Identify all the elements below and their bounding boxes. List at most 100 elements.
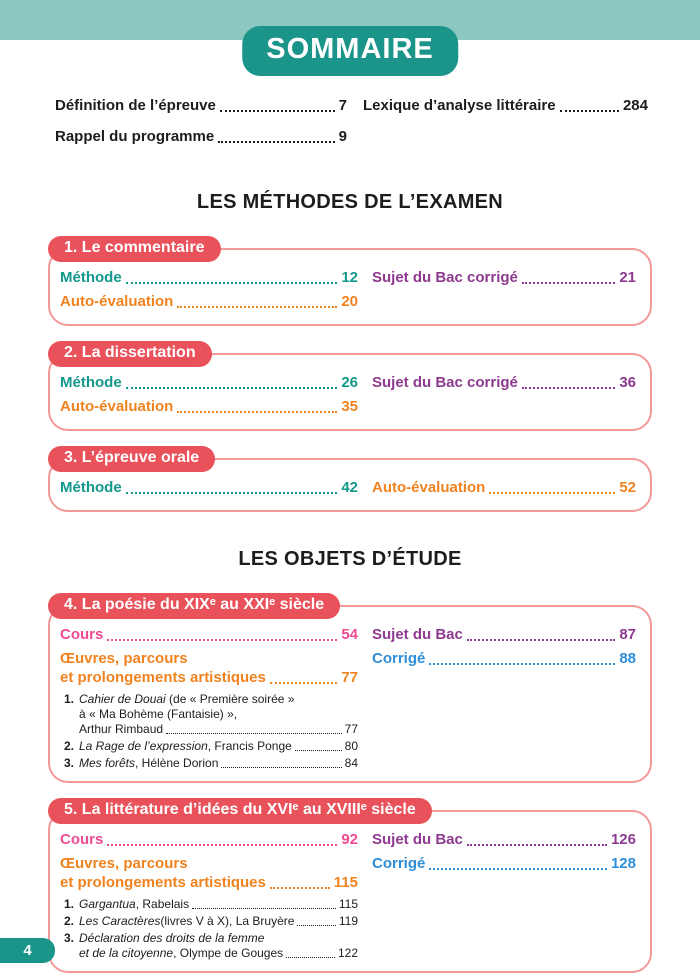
toc-entry: Méthode 26 (60, 373, 358, 392)
entry-label: Lexique d’analyse littéraire (363, 97, 556, 114)
work-title: Cahier de Douai (79, 692, 166, 706)
page-number: 4 (23, 942, 32, 959)
work-page: 84 (344, 756, 358, 770)
chapter-box: 1. Le commentaire Méthode 12 Auto-évaluatio… (48, 236, 652, 326)
chapter-grid: Méthode 26 Auto-évaluation 35 Sujet du Bac c… (60, 373, 636, 421)
work-row: et de la citoyenne, Olympe de Gouges 122 (79, 946, 358, 961)
work-text: , Olympe de Gouges (173, 946, 284, 960)
toc-entry-row: Sujet du Bac corrigé 36 (372, 373, 636, 392)
work-page: 77 (344, 722, 358, 736)
work-row: Cahier de Douai (de « Première soirée » (79, 692, 358, 707)
work-number: 2. (64, 914, 75, 928)
chapter-title-pill: 3. L’épreuve orale (48, 446, 216, 472)
entry-label: et prolongements artistiques (60, 874, 266, 891)
entry-page: 87 (619, 626, 636, 643)
dot-leader (559, 110, 619, 112)
dot-leader (125, 492, 338, 494)
work-row: Les Caractères (livres V à X), La Bruyèr… (79, 914, 358, 929)
toc-entry-row: Sujet du Bac 87 (372, 625, 636, 644)
work-row: La Rage de l’expression, Francis Ponge 80 (79, 739, 358, 754)
page-title: SOMMAIRE (242, 26, 458, 76)
page-number-badge: 4 (0, 938, 55, 963)
entry-label: Sujet du Bac corrigé (372, 269, 518, 286)
entry-page: 92 (341, 831, 358, 848)
work-text: (livres V à X), La Bruyère (160, 914, 295, 928)
entry-label: Corrigé (372, 650, 426, 667)
work-title: La Rage de l’expression (79, 739, 208, 753)
work-row: Mes forêts, Hélène Dorion 84 (79, 756, 358, 771)
dot-leader (192, 908, 336, 909)
toc-entry: Corrigé 128 (372, 854, 636, 873)
entry-page: 126 (610, 831, 636, 848)
toc-entry: Auto-évaluation 35 (60, 397, 358, 416)
toc-entry: Méthode 42 (60, 478, 358, 497)
toc-entry-row: Sujet du Bac corrigé 21 (372, 268, 636, 287)
chapter-title-pill: 1. Le commentaire (48, 236, 221, 262)
intro-column-right: Lexique d’analyse littéraire 284 (363, 96, 648, 158)
dot-leader (269, 887, 330, 889)
section-heading: LES OBJETS D’ÉTUDE (238, 548, 462, 570)
toc-entry-row: Méthode 26 (60, 373, 358, 392)
chapter-box: 4. La poésie du XIXᵉ au XXIᵉ siècle Cours… (48, 593, 652, 783)
work-row: Arthur Rimbaud 77 (79, 722, 358, 737)
toc-section-2: LES OBJETS D’ÉTUDE 4. La poésie du XIXᵉ a… (0, 548, 700, 973)
chapter-grid: Cours 54 Œuvres, parcours et prolongements … (60, 625, 636, 773)
toc-content: LES MÉTHODES DE L’EXAMEN 1. Le commentair… (0, 191, 700, 973)
dot-leader (466, 844, 607, 846)
toc-entry: Cours 54 (60, 625, 358, 644)
entry-page: 36 (619, 374, 636, 391)
entry-label: Œuvres, parcours (60, 650, 188, 667)
toc-entry-row: Corrigé 88 (372, 649, 636, 668)
chapter-grid: Méthode 12 Auto-évaluation 20 Sujet du Bac c… (60, 268, 636, 316)
chapter-left-column: Méthode 12 Auto-évaluation 20 (60, 268, 358, 316)
work-page: 80 (344, 739, 358, 753)
dot-leader (221, 767, 342, 768)
chapter-box: 5. La littérature d’idées du XVIᵉ au XVI… (48, 798, 652, 973)
dot-leader (125, 282, 338, 284)
entry-page: 20 (341, 293, 358, 310)
toc-entry: Œuvres, parcours et prolongements artisti… (60, 649, 358, 687)
chapter-title-pill: 2. La dissertation (48, 341, 212, 367)
entry-page: 52 (619, 479, 636, 496)
entry-label: Sujet du Bac (372, 831, 463, 848)
entry-page: 88 (619, 650, 636, 667)
dot-leader (429, 868, 607, 870)
toc-entry: Sujet du Bac corrigé 21 (372, 268, 636, 287)
entry-label: Cours (60, 831, 104, 848)
dot-leader (489, 492, 616, 494)
dot-leader (297, 925, 336, 926)
work-row: à « Ma Bohème (Fantaisie) », (79, 707, 358, 722)
entry-page: 35 (341, 398, 358, 415)
chapter-right-column: Auto-évaluation 52 (372, 478, 636, 502)
dot-leader (107, 639, 338, 641)
entry-label: Méthode (60, 269, 122, 286)
toc-entry: Sujet du Bac corrigé 36 (372, 373, 636, 392)
toc-entry-row: Définition de l’épreuve 7 (55, 96, 347, 115)
chapter-left-column: Méthode 42 (60, 478, 358, 502)
entry-label: Auto-évaluation (60, 293, 174, 310)
work-number: 3. (64, 756, 75, 770)
work-text: Arthur Rimbaud (79, 722, 164, 736)
toc-entry: Méthode 12 (60, 268, 358, 287)
dot-leader (107, 844, 338, 846)
chapter-left-column: Méthode 26 Auto-évaluation 35 (60, 373, 358, 421)
entry-label: Méthode (60, 479, 122, 496)
intro-links: Définition de l’épreuve 7 Rappel du progra… (55, 96, 648, 158)
chapter-left-column: Cours 92 Œuvres, parcours et prolongements … (60, 830, 358, 963)
toc-entry-row: Cours 92 (60, 830, 358, 849)
work-text: , Hélène Dorion (135, 756, 219, 770)
entry-label: Sujet du Bac corrigé (372, 374, 518, 391)
section-heading: LES MÉTHODES DE L’EXAMEN (196, 191, 504, 213)
work-number: 3. (64, 931, 75, 945)
toc-section-1: LES MÉTHODES DE L’EXAMEN 1. Le commentair… (0, 191, 700, 512)
dot-leader (294, 750, 342, 751)
work-number: 1. (64, 897, 75, 911)
entry-page: 7 (338, 97, 347, 114)
toc-entry-row: Corrigé 128 (372, 854, 636, 873)
chapter-title-pill: 4. La poésie du XIXᵉ au XXIᵉ siècle (48, 593, 341, 619)
entry-page: 26 (341, 374, 358, 391)
work-item: 2. Les Caractères (livres V à X), La Bruy… (64, 914, 358, 929)
work-item: 1. Gargantua, Rabelais 115 (64, 897, 358, 912)
intro-column-left: Définition de l’épreuve 7 Rappel du progra… (55, 96, 347, 158)
toc-entry: Sujet du Bac 126 (372, 830, 636, 849)
